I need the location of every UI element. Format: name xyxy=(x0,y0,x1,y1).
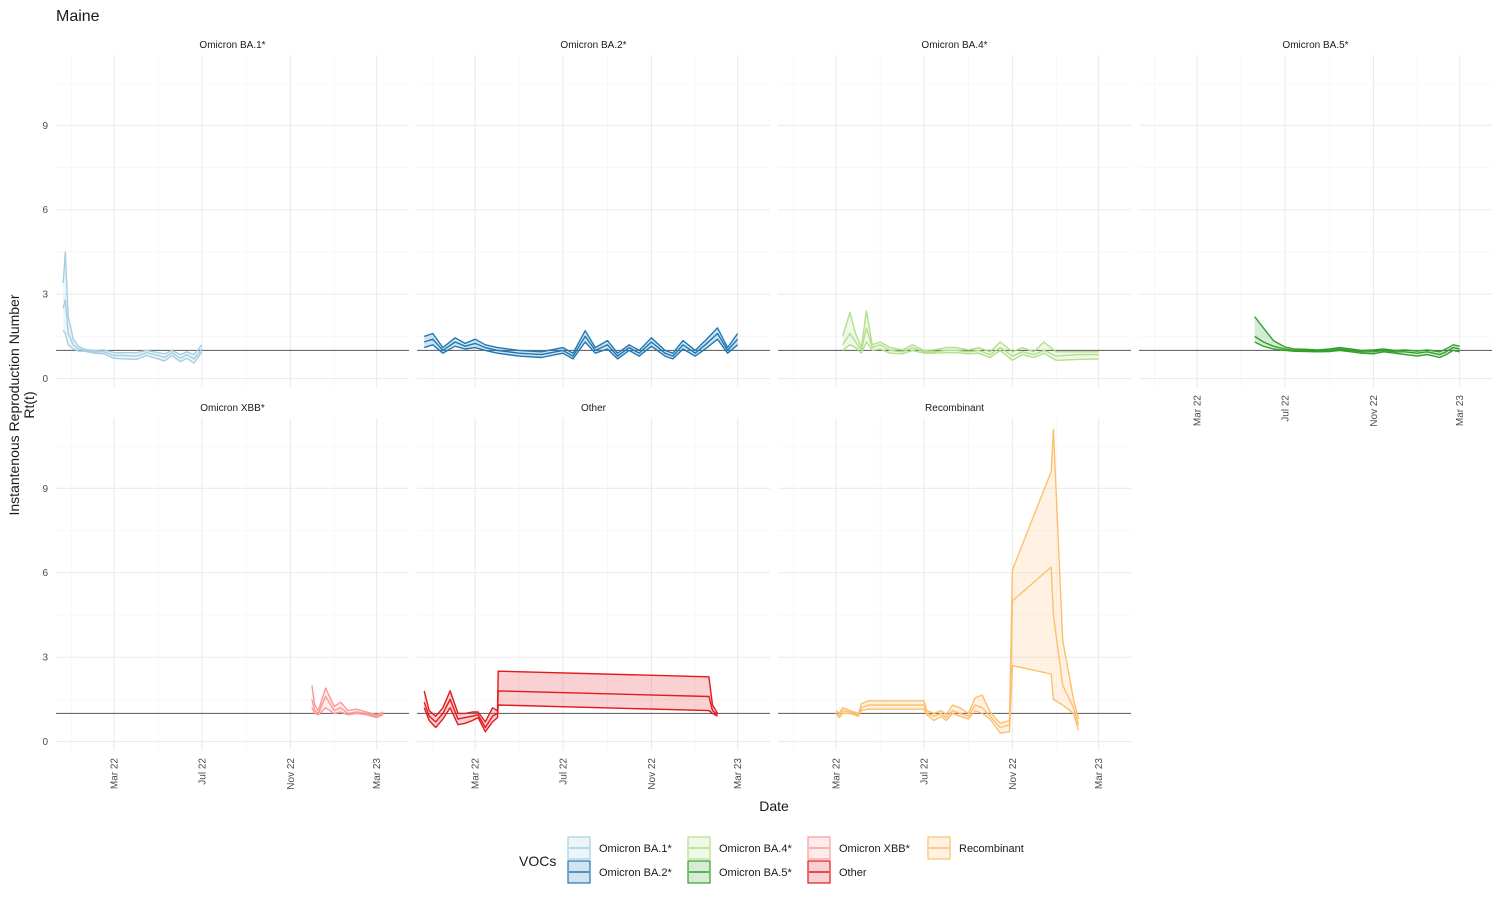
series-line xyxy=(1254,335,1460,356)
y-tick-label: 6 xyxy=(42,568,48,579)
x-tick-label: Nov 22 xyxy=(1369,395,1380,427)
series-line-upper xyxy=(842,310,1099,353)
series-line-lower xyxy=(1254,341,1460,359)
facet-panels: Omicron BA.1* 0 3 6 9 Omicron BA.2* Omicron BA… xyxy=(42,40,1492,790)
y-tick-label: 3 xyxy=(42,290,48,301)
y-tick-label: 0 xyxy=(42,737,48,748)
series-line-upper xyxy=(423,670,719,723)
legend-key: Omicron BA.4* xyxy=(687,836,792,860)
ci-ribbon xyxy=(1254,316,1460,358)
legend-label: Omicron BA.4* xyxy=(719,843,792,855)
x-tick-label: Mar 23 xyxy=(733,758,744,790)
series-line-lower xyxy=(311,707,384,719)
y-tick-label: 3 xyxy=(42,653,48,664)
facet-strip-label: Recombinant xyxy=(925,403,984,414)
series-line-upper xyxy=(62,251,203,356)
series-line xyxy=(423,690,718,729)
x-tick-label: Mar 23 xyxy=(1455,395,1466,427)
facet-panel: Recombinant Mar 22 Jul 22 Nov 22 Mar 23 xyxy=(778,403,1131,790)
y-axis-title-line2: Rt(t) xyxy=(21,391,37,418)
legend-key: Recombinant xyxy=(927,836,1024,860)
series-line-upper xyxy=(423,327,739,354)
legend-key: Omicron BA.2* xyxy=(567,860,672,884)
series-line-lower xyxy=(423,704,718,733)
y-tick-label: 9 xyxy=(42,121,48,132)
y-tick-label: 0 xyxy=(42,374,48,385)
ci-ribbon xyxy=(311,685,384,718)
y-tick-label: 9 xyxy=(42,484,48,495)
legend-label: Omicron BA.5* xyxy=(719,867,792,879)
facet-strip-label: Other xyxy=(581,403,607,414)
series-line xyxy=(835,566,1080,729)
series-line-upper xyxy=(311,685,384,716)
x-tick-label: Jul 22 xyxy=(197,758,208,785)
facet-strip-label: Omicron XBB* xyxy=(200,403,265,414)
facet-panel: Omicron BA.5* Mar 22 Jul 22 Nov 22 Mar 23 xyxy=(1139,40,1492,427)
facet-strip-label: Omicron BA.5* xyxy=(1282,40,1348,51)
series-line-lower xyxy=(62,330,203,364)
series-line xyxy=(423,332,739,357)
series-line-upper xyxy=(835,428,1080,724)
y-axis-title-line1: Instantenous Reproduction Number xyxy=(6,294,22,515)
facet-panel: Omicron BA.2* xyxy=(417,40,770,387)
facet-panel: Omicron BA.1* 0 3 6 9 xyxy=(42,40,409,387)
x-tick-label: Jul 22 xyxy=(558,758,569,785)
x-tick-label: Nov 22 xyxy=(647,758,658,790)
x-tick-label: Mar 22 xyxy=(832,758,843,790)
series-line xyxy=(62,299,203,360)
chart-title: Maine xyxy=(56,8,100,25)
x-tick-label: Nov 22 xyxy=(286,758,297,790)
legend-key: Omicron BA.1* xyxy=(567,836,672,860)
x-tick-label: Mar 22 xyxy=(1193,395,1204,427)
series-line xyxy=(842,327,1099,357)
facet-strip-label: Omicron BA.4* xyxy=(921,40,987,51)
x-tick-label: Mar 23 xyxy=(372,758,383,790)
x-axis-title: Date xyxy=(759,798,789,814)
x-tick-label: Jul 22 xyxy=(1280,395,1291,422)
series-line-lower xyxy=(835,664,1080,734)
legend-key: Other xyxy=(807,860,867,884)
series-line-lower xyxy=(423,338,739,360)
y-tick-label: 6 xyxy=(42,205,48,216)
legend: VOCs Omicron BA.1* Omicron BA.2* Omicron B… xyxy=(519,836,1024,884)
facet-panel: Omicron BA.4* xyxy=(778,40,1131,387)
legend-title: VOCs xyxy=(519,853,556,869)
facet-strip-label: Omicron BA.2* xyxy=(560,40,626,51)
legend-label: Other xyxy=(839,867,867,879)
ci-ribbon xyxy=(836,429,1079,734)
x-tick-label: Mar 23 xyxy=(1094,758,1105,790)
x-tick-label: Nov 22 xyxy=(1008,758,1019,790)
x-tick-label: Jul 22 xyxy=(919,758,930,785)
legend-label: Omicron BA.1* xyxy=(599,843,672,855)
legend-label: Omicron XBB* xyxy=(839,843,911,855)
legend-label: Recombinant xyxy=(959,843,1024,855)
x-tick-label: Mar 22 xyxy=(471,758,482,790)
legend-label: Omicron BA.2* xyxy=(599,867,672,879)
series-line-upper xyxy=(1254,316,1460,353)
facet-panel: Other Mar 22 Jul 22 Nov 22 Mar 23 xyxy=(417,403,770,790)
x-tick-label: Mar 22 xyxy=(110,758,121,790)
series-line xyxy=(311,695,384,717)
legend-key: Omicron BA.5* xyxy=(687,860,792,884)
facet-panel: Omicron XBB* 0 3 6 9 Mar 22 Jul 22 Nov 22 Mar 23 xyxy=(42,403,409,790)
legend-key: Omicron XBB* xyxy=(807,836,911,860)
series-line-lower xyxy=(842,341,1099,361)
facet-strip-label: Omicron BA.1* xyxy=(199,40,265,51)
